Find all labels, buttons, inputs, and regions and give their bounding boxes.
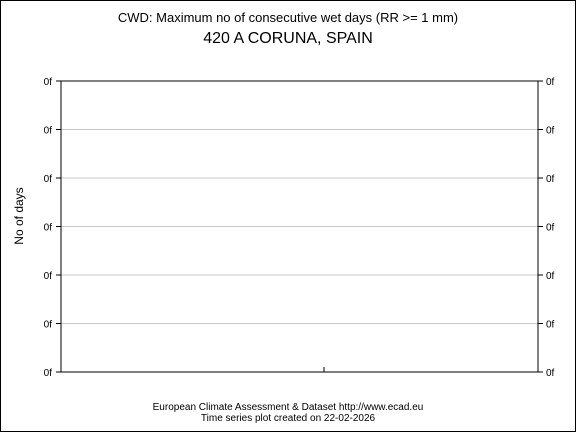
y-tick-label-left: 0f bbox=[44, 174, 53, 185]
y-tick-label-left: 0f bbox=[44, 271, 53, 282]
y-tick-label-right: 0f bbox=[546, 77, 555, 88]
y-tick-label-right: 0f bbox=[546, 271, 555, 282]
y-tick-label-right: 0f bbox=[546, 368, 555, 379]
y-tick-label-right: 0f bbox=[546, 126, 555, 137]
y-tick-label-left: 0f bbox=[44, 126, 53, 137]
footer-line-2: Time series plot created on 22-02-2026 bbox=[201, 413, 376, 424]
y-tick-label-left: 0f bbox=[44, 368, 53, 379]
y-tick-label-left: 0f bbox=[44, 320, 53, 331]
y-tick-label-right: 0f bbox=[546, 320, 555, 331]
y-tick-label-right: 0f bbox=[546, 174, 555, 185]
y-tick-label-left: 0f bbox=[44, 77, 53, 88]
chart-subtitle: 420 A CORUNA, SPAIN bbox=[203, 30, 373, 47]
gridlines bbox=[61, 129, 538, 324]
y-tick-label-left: 0f bbox=[44, 223, 53, 234]
footer-line-1: European Climate Assessment & Dataset ht… bbox=[153, 402, 424, 413]
y-axis-ticks: 0f 0f 0f 0f 0f 0f 0f 0f 0f 0f 0f 0f 0f 0f bbox=[44, 77, 555, 379]
chart-title: CWD: Maximum no of consecutive wet days … bbox=[118, 10, 458, 25]
y-axis-label: No of days bbox=[12, 187, 26, 244]
y-tick-label-right: 0f bbox=[546, 223, 555, 234]
